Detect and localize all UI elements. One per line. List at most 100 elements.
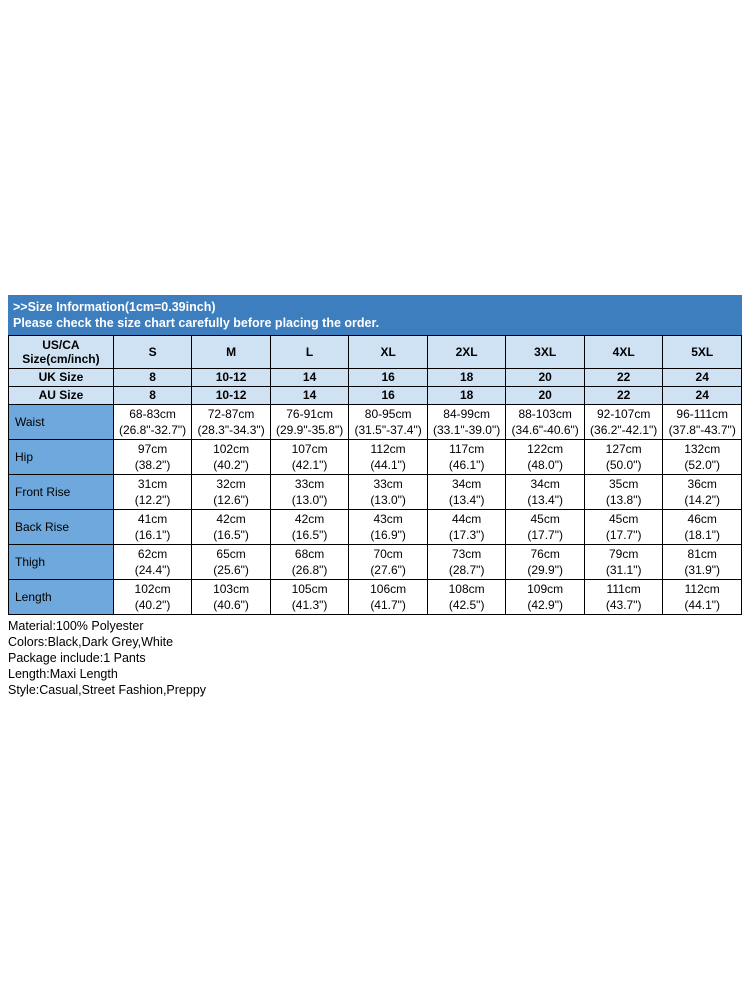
measure-value-cell: 33cm (13.0") bbox=[348, 474, 428, 510]
size-value-cell: 24 bbox=[662, 368, 742, 387]
size-value-cell: 22 bbox=[583, 386, 664, 405]
banner-title: >>Size Information(1cm=0.39inch) bbox=[13, 300, 216, 314]
measure-label-cell: Thigh bbox=[8, 544, 114, 580]
product-details: Material:100% Polyester Colors:Black,Dark… bbox=[8, 618, 742, 698]
size-value-cell: 8 bbox=[112, 368, 193, 387]
measure-label-cell: Length bbox=[8, 579, 114, 615]
size-value-cell: 22 bbox=[583, 368, 664, 387]
corner-header-cell: US/CA Size(cm/inch) bbox=[8, 335, 114, 369]
measure-label-cell: Front Rise bbox=[8, 474, 114, 510]
measure-value-cell: 92-107cm (36.2"-42.1") bbox=[583, 404, 664, 440]
size-value-cell: 14 bbox=[269, 386, 350, 405]
size-value-cell: 20 bbox=[505, 386, 585, 405]
measure-value-cell: 36cm (14.2") bbox=[662, 474, 742, 510]
measure-value-cell: 79cm (31.1") bbox=[583, 544, 664, 580]
measure-value-cell: 103cm (40.6") bbox=[191, 579, 271, 615]
measure-value-cell: 41cm (16.1") bbox=[112, 509, 193, 545]
detail-line: Style:Casual,Street Fashion,Preppy bbox=[8, 683, 207, 697]
row-label-cell: AU Size bbox=[8, 386, 114, 405]
size-header-cell: 3XL bbox=[505, 335, 585, 369]
measure-value-cell: 109cm (42.9") bbox=[505, 579, 585, 615]
measure-value-cell: 68-83cm (26.8"-32.7") bbox=[112, 404, 193, 440]
measure-value-cell: 112cm (44.1") bbox=[348, 439, 428, 475]
measure-value-cell: 81cm (31.9") bbox=[662, 544, 742, 580]
size-chart-table: US/CA Size(cm/inch) S M L XL 2XL 3XL 4XL 5XL UK … bbox=[8, 335, 742, 615]
measure-value-cell: 108cm (42.5") bbox=[426, 579, 507, 615]
measure-value-cell: 106cm (41.7") bbox=[348, 579, 428, 615]
size-value-cell: 18 bbox=[426, 386, 507, 405]
measure-value-cell: 33cm (13.0") bbox=[269, 474, 350, 510]
measure-value-cell: 117cm (46.1") bbox=[426, 439, 507, 475]
measure-value-cell: 127cm (50.0") bbox=[583, 439, 664, 475]
measure-value-cell: 97cm (38.2") bbox=[112, 439, 193, 475]
measure-value-cell: 107cm (42.1") bbox=[269, 439, 350, 475]
measure-value-cell: 44cm (17.3") bbox=[426, 509, 507, 545]
size-header-cell: L bbox=[269, 335, 350, 369]
measure-value-cell: 72-87cm (28.3"-34.3") bbox=[191, 404, 271, 440]
size-info-banner: >>Size Information(1cm=0.39inch) Please … bbox=[8, 295, 742, 335]
size-row: AU Size 8 10-12 14 16 18 20 22 24 bbox=[8, 386, 742, 405]
measure-value-cell: 88-103cm (34.6"-40.6") bbox=[505, 404, 585, 440]
measure-value-cell: 96-111cm (37.8"-43.7") bbox=[662, 404, 742, 440]
size-value-cell: 24 bbox=[662, 386, 742, 405]
measure-value-cell: 43cm (16.9") bbox=[348, 509, 428, 545]
size-value-cell: 18 bbox=[426, 368, 507, 387]
measure-label-cell: Back Rise bbox=[8, 509, 114, 545]
measure-value-cell: 84-99cm (33.1"-39.0") bbox=[426, 404, 507, 440]
size-chart-content: >>Size Information(1cm=0.39inch) Please … bbox=[8, 295, 742, 698]
size-row: UK Size 8 10-12 14 16 18 20 22 24 bbox=[8, 368, 742, 387]
size-value-cell: 16 bbox=[348, 386, 428, 405]
measure-label-cell: Waist bbox=[8, 404, 114, 440]
measure-value-cell: 105cm (41.3") bbox=[269, 579, 350, 615]
size-chart-body: UK Size 8 10-12 14 16 18 20 22 24 AU Size 8 10-12 14… bbox=[8, 368, 742, 615]
size-header-cell: XL bbox=[348, 335, 428, 369]
measure-value-cell: 80-95cm (31.5"-37.4") bbox=[348, 404, 428, 440]
measure-value-cell: 76cm (29.9") bbox=[505, 544, 585, 580]
banner-subtitle: Please check the size chart carefully be… bbox=[13, 316, 380, 330]
size-header-cell: 4XL bbox=[583, 335, 664, 369]
measure-label-cell: Hip bbox=[8, 439, 114, 475]
measure-value-cell: 112cm (44.1") bbox=[662, 579, 742, 615]
measure-value-cell: 45cm (17.7") bbox=[505, 509, 585, 545]
measure-value-cell: 68cm (26.8") bbox=[269, 544, 350, 580]
size-header-row: US/CA Size(cm/inch) S M L XL 2XL 3XL 4XL 5XL bbox=[8, 335, 742, 369]
detail-line: Package include:1 Pants bbox=[8, 651, 146, 665]
size-value-cell: 10-12 bbox=[191, 386, 271, 405]
measure-value-cell: 102cm (40.2") bbox=[191, 439, 271, 475]
measure-value-cell: 46cm (18.1") bbox=[662, 509, 742, 545]
measure-value-cell: 111cm (43.7") bbox=[583, 579, 664, 615]
detail-line: Colors:Black,Dark Grey,White bbox=[8, 635, 174, 649]
measure-row: Back Rise 41cm (16.1") 42cm (16.5") 42cm (1… bbox=[8, 509, 742, 545]
measure-value-cell: 31cm (12.2") bbox=[112, 474, 193, 510]
size-value-cell: 14 bbox=[269, 368, 350, 387]
measure-value-cell: 42cm (16.5") bbox=[269, 509, 350, 545]
detail-line: Length:Maxi Length bbox=[8, 667, 118, 681]
measure-value-cell: 34cm (13.4") bbox=[426, 474, 507, 510]
detail-line: Material:100% Polyester bbox=[8, 619, 144, 633]
measure-value-cell: 45cm (17.7") bbox=[583, 509, 664, 545]
size-header-cell: 5XL bbox=[662, 335, 742, 369]
measure-row: Length 102cm (40.2") 103cm (40.6") 105cm (4… bbox=[8, 579, 742, 615]
size-value-cell: 16 bbox=[348, 368, 428, 387]
measure-value-cell: 34cm (13.4") bbox=[505, 474, 585, 510]
size-header-cell: S bbox=[112, 335, 193, 369]
measure-value-cell: 102cm (40.2") bbox=[112, 579, 193, 615]
measure-value-cell: 70cm (27.6") bbox=[348, 544, 428, 580]
measure-value-cell: 122cm (48.0") bbox=[505, 439, 585, 475]
size-value-cell: 10-12 bbox=[191, 368, 271, 387]
measure-value-cell: 76-91cm (29.9"-35.8") bbox=[269, 404, 350, 440]
measure-value-cell: 42cm (16.5") bbox=[191, 509, 271, 545]
size-value-cell: 20 bbox=[505, 368, 585, 387]
measure-row: Thigh 62cm (24.4") 65cm (25.6") 68cm (26.8"… bbox=[8, 544, 742, 580]
measure-row: Hip 97cm (38.2") 102cm (40.2") 107cm (42.1"… bbox=[8, 439, 742, 475]
measure-value-cell: 132cm (52.0") bbox=[662, 439, 742, 475]
row-label-cell: UK Size bbox=[8, 368, 114, 387]
measure-value-cell: 35cm (13.8") bbox=[583, 474, 664, 510]
size-header-cell: 2XL bbox=[426, 335, 507, 369]
measure-row: Waist 68-83cm (26.8"-32.7") 72-87cm (28.3"… bbox=[8, 404, 742, 440]
size-chart-header: US/CA Size(cm/inch) S M L XL 2XL 3XL 4XL 5XL bbox=[8, 335, 742, 369]
measure-value-cell: 32cm (12.6") bbox=[191, 474, 271, 510]
measure-value-cell: 65cm (25.6") bbox=[191, 544, 271, 580]
measure-value-cell: 62cm (24.4") bbox=[112, 544, 193, 580]
